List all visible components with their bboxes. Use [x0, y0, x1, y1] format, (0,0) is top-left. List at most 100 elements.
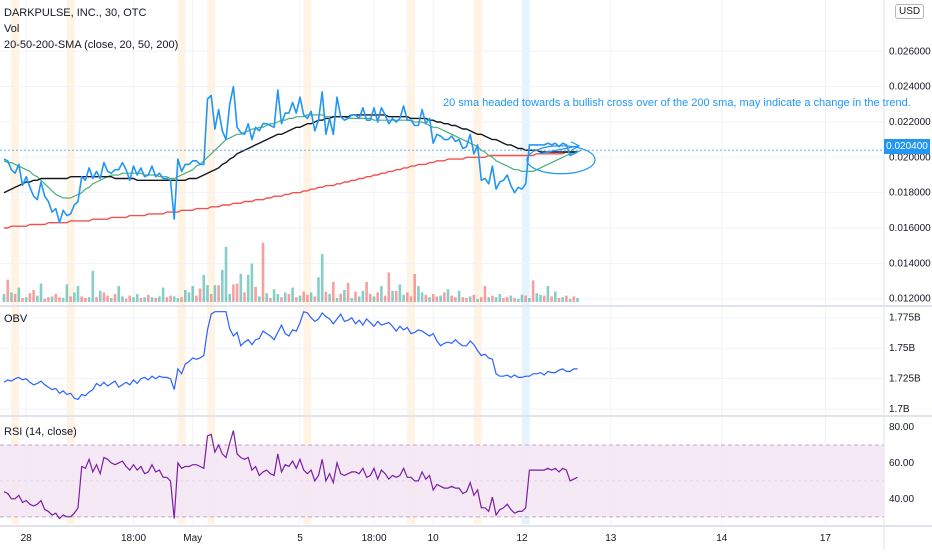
sma-20-line[interactable] [3, 114, 582, 199]
volume-bar [198, 288, 202, 302]
x-tick-label: 5 [297, 533, 303, 544]
volume-bar [228, 294, 231, 302]
legend-rsi[interactable]: RSI (14, close) [4, 426, 77, 438]
y-tick-label: 0.020000 [889, 152, 931, 163]
x-tick-label: 10 [428, 533, 440, 544]
volume-bar [435, 296, 439, 302]
volume-bar [539, 294, 542, 302]
volume-bar [143, 297, 146, 302]
volume-bar [402, 294, 405, 302]
volume-bar [491, 295, 494, 302]
volume-bar [313, 296, 317, 302]
currency-button[interactable]: USD [895, 4, 925, 19]
volume-bar [113, 294, 117, 302]
volume-bar [202, 274, 206, 302]
volume-bar [272, 289, 276, 302]
volume-bar [354, 291, 357, 302]
volume-bar [546, 286, 550, 302]
sma-50-line[interactable] [3, 114, 578, 194]
volume-bar [461, 297, 465, 302]
volume-bar [84, 298, 87, 302]
volume-bar [47, 297, 50, 302]
rsi-band-fill [0, 444, 884, 517]
volume-bar [206, 285, 209, 302]
volume-bar [250, 263, 254, 302]
volume-bar [517, 298, 520, 302]
session-band [177, 0, 186, 524]
x-tick-label: 28 [21, 533, 33, 544]
volume-bar [480, 297, 483, 302]
volume-bar [502, 298, 505, 302]
volume-bar [280, 297, 283, 302]
volume-bar [324, 291, 328, 302]
volume-bar [2, 294, 6, 302]
volume-bar [472, 294, 476, 302]
volume-bar [380, 286, 383, 302]
volume-bar [468, 296, 472, 302]
x-tick-label: May [183, 533, 202, 544]
volume-bar [550, 296, 553, 302]
volume-bar [287, 294, 291, 302]
volume-bar [69, 296, 72, 302]
volume-bar [383, 295, 387, 302]
volume-bar [243, 292, 246, 302]
annotation-arrow[interactable] [538, 141, 581, 155]
volume-bar [565, 295, 568, 302]
volume-bar [283, 292, 287, 302]
volume-bar [376, 292, 379, 302]
volume-bar [339, 294, 342, 302]
rsi-tick-label: 80.00 [889, 422, 914, 433]
volume-bar [17, 287, 21, 302]
volume-bar [450, 295, 453, 302]
volume-bar [21, 298, 24, 302]
x-tick-label: 14 [716, 533, 728, 544]
volume-bar [476, 298, 479, 302]
volume-bar [217, 285, 220, 302]
volume-bar [58, 297, 61, 302]
volume-bar [221, 270, 224, 302]
volume-bar [235, 283, 239, 302]
volume-bar [169, 295, 172, 302]
volume-bar [154, 298, 157, 302]
obv-line[interactable] [3, 310, 578, 401]
volume-bar [554, 291, 557, 302]
volume-bar [431, 294, 435, 302]
price-line[interactable] [3, 85, 578, 224]
session-band [207, 0, 216, 524]
volume-bar [246, 274, 250, 302]
volume-bar [343, 290, 346, 302]
volume-bar [158, 296, 161, 302]
volume-bar [128, 295, 132, 302]
y-tick-label: 0.016000 [889, 223, 931, 234]
rsi-tick-label: 40.00 [889, 494, 914, 505]
volume-bar [572, 296, 576, 302]
legend-volume[interactable]: Vol [4, 23, 20, 35]
volume-bar [91, 270, 95, 302]
volume-bar [195, 295, 198, 302]
volume-bar [124, 298, 128, 302]
volume-bar [254, 286, 257, 302]
last-price-tag: 0.020400 [884, 139, 930, 154]
volume-bar [213, 285, 217, 302]
annotation-text[interactable]: 20 sma headed towards a bullish cross ov… [443, 97, 911, 109]
volume-bar [328, 294, 331, 302]
sma-200-line[interactable] [4, 151, 578, 229]
volume-bar [102, 292, 106, 302]
annotation-ellipse[interactable] [526, 145, 596, 175]
rsi-tick-label: 60.00 [889, 458, 914, 469]
legend-obv[interactable]: OBV [4, 313, 28, 325]
volume-bar [346, 282, 350, 302]
volume-bar [95, 297, 98, 302]
volume-bar [276, 294, 280, 302]
volume-bar [54, 294, 58, 302]
y-tick-label: 0.014000 [889, 258, 931, 269]
volume-bar [557, 298, 561, 302]
rsi-line[interactable] [3, 430, 578, 520]
volume-bar [10, 292, 13, 302]
volume-bar [542, 295, 546, 302]
volume-bar [43, 298, 46, 302]
volume-bar [528, 298, 531, 302]
legend-sma[interactable]: 20-50-200-SMA (close, 20, 50, 200) [4, 39, 179, 51]
